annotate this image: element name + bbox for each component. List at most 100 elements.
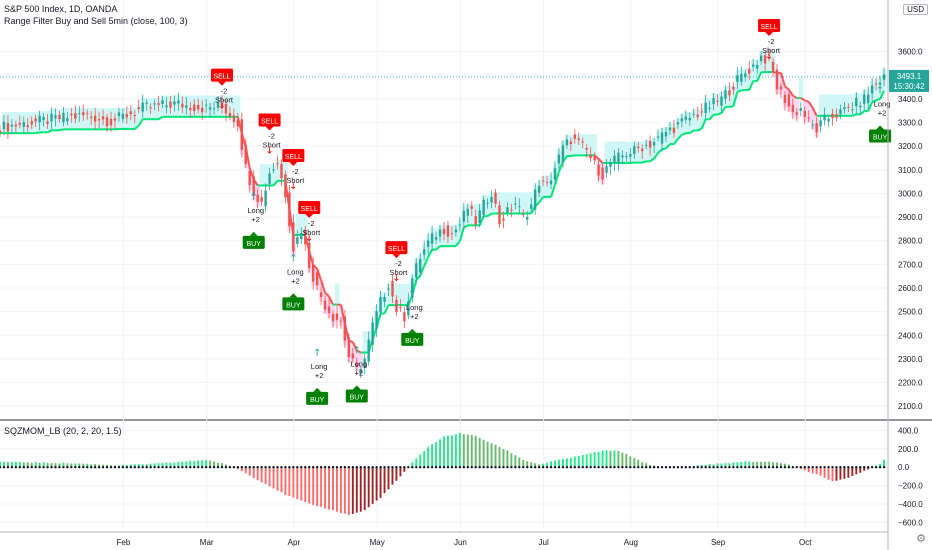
candle-body — [597, 164, 600, 176]
candle-body — [696, 114, 699, 117]
candle-body — [319, 292, 323, 298]
squeeze-dot — [193, 465, 196, 469]
squeeze-dot — [66, 465, 69, 469]
squeeze-dot — [0, 465, 2, 469]
arrow-down-icon: ↓ — [305, 233, 313, 244]
squeeze-dot — [748, 465, 751, 469]
squeeze-dot — [224, 465, 228, 469]
buy-marker — [306, 391, 329, 405]
candle-body — [537, 185, 541, 193]
candle-body — [755, 64, 759, 69]
filter-segment — [677, 134, 683, 140]
squeeze-dot — [78, 465, 81, 469]
squeeze-dot — [82, 465, 85, 469]
filter-segment — [661, 147, 667, 151]
candle-body — [391, 280, 394, 297]
squeeze-dot — [545, 465, 549, 469]
squeeze-dot — [561, 465, 565, 469]
candle-body — [165, 105, 168, 108]
filter-segment — [423, 256, 430, 267]
filter-segment — [597, 158, 604, 164]
candle-body — [704, 102, 707, 114]
squeeze-dot — [343, 465, 347, 469]
squeeze-dot — [700, 465, 703, 469]
candle-body — [565, 139, 569, 146]
buy-marker — [242, 235, 265, 249]
band-segment — [826, 94, 832, 116]
squeeze-dot — [319, 465, 323, 469]
candle-body — [133, 115, 136, 117]
price-tick-label: 2700.0 — [898, 260, 923, 269]
squeeze-dot — [327, 465, 331, 469]
candle-body — [759, 55, 763, 62]
filter-segment — [800, 97, 806, 102]
squeeze-dot — [315, 465, 319, 469]
squeeze-dot — [308, 465, 311, 469]
squeeze-dot — [799, 465, 802, 469]
squeeze-dot — [42, 465, 45, 469]
squeeze-dot — [752, 465, 755, 469]
gear-icon[interactable]: ⚙ — [916, 533, 926, 545]
marker-label: BUY — [873, 135, 888, 142]
squeeze-dot — [664, 465, 668, 469]
squeeze-dot — [458, 465, 462, 469]
band-segment — [227, 95, 233, 117]
filter-segment — [478, 215, 485, 226]
filter-segment — [851, 113, 857, 117]
squeeze-dot — [502, 465, 505, 469]
arrow-down-icon: ↓ — [265, 146, 273, 157]
candle-body — [486, 202, 489, 204]
marker-note: -2 — [221, 87, 228, 96]
marker-note: -2 — [292, 167, 299, 176]
candle-body — [882, 74, 886, 80]
candle-body — [454, 229, 458, 233]
marker-pointer — [392, 254, 401, 259]
squeeze-dot — [145, 465, 148, 469]
candle-body — [664, 131, 668, 137]
marker-label: SELL — [761, 24, 778, 31]
candle-body — [42, 116, 45, 121]
filter-segment — [538, 196, 544, 203]
candle-body — [629, 154, 632, 157]
squeeze-dot — [494, 465, 497, 469]
squeeze-dot — [446, 465, 450, 469]
band-segment — [699, 107, 705, 129]
band-segment — [767, 50, 772, 73]
candle-body — [399, 307, 402, 309]
candle-body — [204, 104, 208, 106]
candle-body — [526, 216, 529, 220]
squeeze-dot — [759, 465, 763, 469]
month-label: Aug — [624, 538, 638, 547]
candle-body — [422, 249, 426, 255]
squeeze-dot — [585, 465, 588, 469]
candle-body — [708, 107, 711, 109]
signal-markers: SELL-2Short↓SELL-2Short↓SELL-2Short↓SELL… — [211, 19, 892, 405]
squeeze-dot — [537, 465, 541, 469]
band-segment — [275, 159, 280, 181]
candle-body — [240, 119, 244, 150]
squeeze-dot — [129, 465, 133, 469]
squeeze-dot — [62, 465, 65, 469]
candle-body — [78, 113, 81, 115]
month-label: Jun — [454, 538, 467, 547]
candle-body — [641, 148, 644, 152]
band-segment — [525, 192, 530, 214]
candle-body — [228, 112, 232, 117]
squeeze-dot — [728, 465, 731, 469]
candle-body — [18, 122, 22, 125]
candle-body — [105, 117, 109, 127]
squeeze-dot — [601, 465, 604, 469]
squeeze-dot — [533, 465, 537, 469]
squeeze-dot — [442, 465, 446, 469]
squeeze-dot — [30, 465, 33, 469]
candle-body — [288, 192, 291, 227]
squeeze-dot — [415, 465, 418, 469]
filter-segment — [137, 118, 144, 127]
candle-body — [803, 110, 806, 117]
squeeze-dot — [331, 465, 335, 469]
indicator-title: Range Filter Buy and Sell 5min (close, 1… — [4, 16, 188, 26]
marker-note: Short — [762, 46, 781, 55]
currency-badge[interactable]: USD — [903, 4, 928, 15]
squeeze-dot — [70, 465, 73, 469]
